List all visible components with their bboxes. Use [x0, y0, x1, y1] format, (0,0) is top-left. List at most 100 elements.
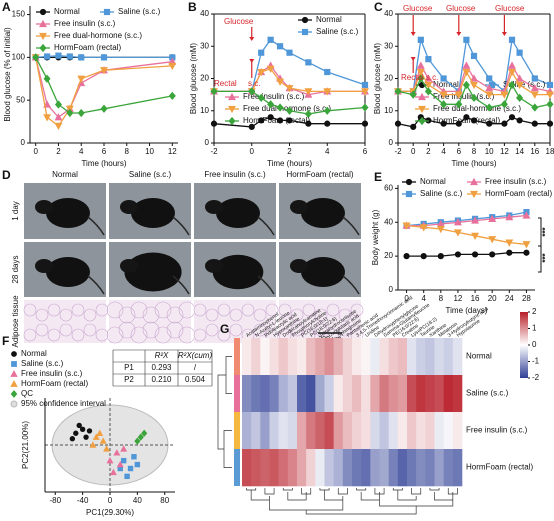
heatmap-cell	[379, 449, 389, 487]
x-tick-label: 16	[530, 147, 539, 156]
marker	[462, 61, 471, 69]
legend-marker	[39, 43, 47, 53]
marker	[323, 88, 332, 96]
heatmap-cell	[397, 412, 408, 450]
heatmap-cell	[361, 338, 371, 376]
table-cell: /	[194, 363, 197, 372]
heatmap-cell	[434, 412, 444, 450]
heatmap-cell	[269, 375, 279, 413]
heatmap-cell	[333, 412, 344, 450]
legend-label: Saline (s.c.)	[118, 7, 161, 16]
y-axis-label: Body weight (g)	[371, 209, 380, 265]
mouse-body	[124, 252, 182, 292]
heatmap-cell	[352, 375, 362, 413]
y-tick-label: 60	[384, 183, 393, 192]
x-tick-label: 10	[145, 147, 154, 156]
marker	[470, 117, 478, 124]
marker	[267, 114, 274, 121]
heatmap-cell	[251, 412, 261, 450]
table-cell: 0.293	[151, 363, 172, 372]
marker	[106, 456, 114, 464]
adipocyte	[166, 321, 184, 339]
row-label: Normal	[466, 352, 492, 361]
heatmap-cell	[388, 375, 399, 413]
adipocyte	[166, 306, 184, 324]
x-tick-label: 8	[125, 147, 130, 156]
heatmap-cell	[297, 338, 307, 376]
marker	[424, 81, 433, 90]
marker	[286, 117, 293, 124]
adipocyte	[154, 301, 172, 319]
annotation: Rectal s.c.	[401, 73, 438, 82]
heatmap-cell	[278, 449, 289, 487]
panel-label: E	[374, 170, 382, 184]
heatmap-cell	[416, 375, 426, 413]
heatmap-cell	[315, 375, 325, 413]
marker	[86, 428, 93, 434]
marker	[276, 117, 284, 124]
y-tick-label: 10	[384, 106, 393, 115]
x-tick-label: -40	[77, 496, 89, 505]
heatmap-cell	[333, 375, 344, 413]
heatmap-cell	[260, 412, 270, 450]
mouse-tail	[257, 216, 275, 236]
heatmap-cell	[287, 449, 298, 487]
adipocyte	[23, 328, 37, 342]
marker	[416, 61, 425, 69]
marker	[516, 49, 523, 56]
marker	[508, 61, 516, 69]
mouse-head	[290, 200, 308, 214]
heatmap-cell	[370, 375, 380, 413]
heatmap-cell	[352, 338, 362, 376]
marker	[440, 120, 447, 127]
marker	[131, 454, 137, 460]
marker	[120, 445, 128, 452]
marker	[455, 120, 462, 127]
x-tick-label: 40	[133, 496, 142, 505]
marker	[410, 123, 417, 130]
heatmap-cell	[434, 449, 444, 487]
adipocyte	[265, 303, 279, 317]
marker	[305, 59, 312, 66]
arrow-head	[410, 32, 416, 36]
marker	[43, 74, 51, 83]
legend-label: Normal	[433, 80, 459, 89]
adipocyte	[314, 323, 328, 337]
x-tick-label: 2	[56, 147, 61, 156]
marker	[134, 437, 141, 445]
heatmap-cell	[342, 338, 353, 376]
marker	[69, 436, 76, 442]
adipocyte	[35, 323, 49, 337]
marker	[531, 75, 538, 82]
colorbar-tick-label: -2	[532, 373, 540, 382]
annotation: Glucose	[446, 4, 476, 13]
marker	[258, 49, 265, 56]
marker	[462, 68, 471, 77]
x-tick-label: 4	[325, 147, 330, 156]
panel-label: B	[188, 0, 197, 14]
row-group-color	[234, 449, 240, 486]
heatmap-cell	[324, 338, 334, 376]
heatmap-cell	[407, 338, 417, 376]
y-axis-label: Blood glucose (% of initial)	[3, 27, 12, 122]
legend-marker	[418, 92, 426, 101]
marker	[66, 108, 74, 118]
marker	[530, 91, 539, 99]
heatmap-cell	[397, 449, 408, 487]
marker	[471, 216, 480, 224]
marker	[394, 120, 402, 127]
x-tick-label: 6	[102, 147, 107, 156]
adipocyte	[241, 303, 255, 317]
adipocyte	[229, 323, 243, 337]
legend-label: Normal	[54, 7, 80, 16]
marker	[440, 75, 447, 82]
legend-label: Saline (s.c.)	[503, 80, 546, 89]
adipocyte	[229, 308, 243, 322]
column-dendrogram	[246, 488, 458, 515]
adipocyte	[154, 326, 172, 344]
panel-label: C	[374, 0, 383, 14]
marker	[54, 100, 62, 109]
marker	[120, 457, 127, 464]
row-label: Saline (s.c.)	[466, 389, 509, 398]
mouse-head	[205, 259, 223, 273]
